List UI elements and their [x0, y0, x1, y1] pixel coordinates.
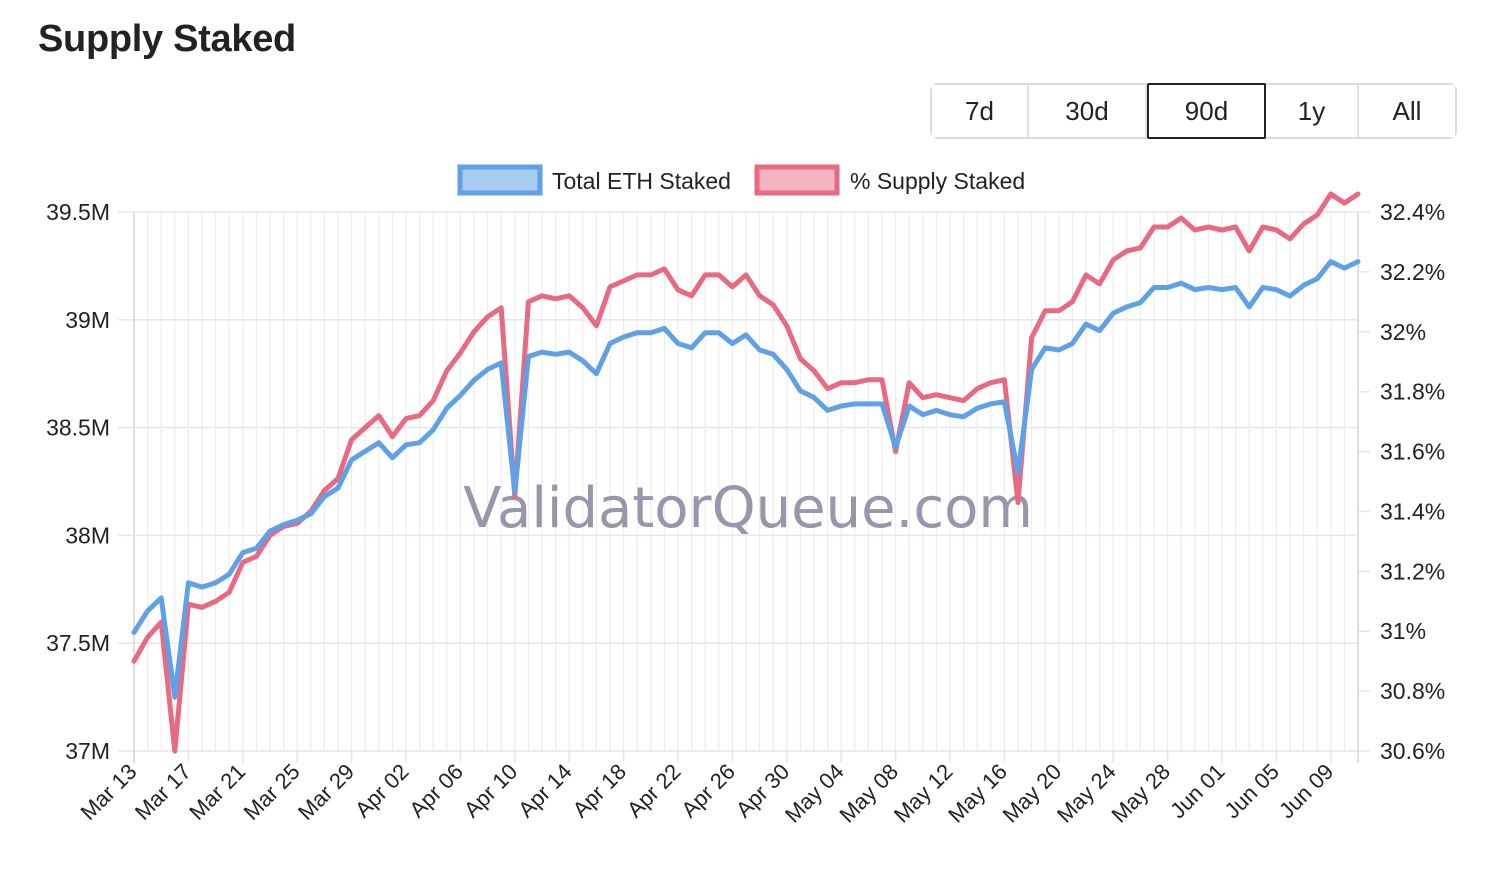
- legend-label-total-eth-staked: Total ETH Staked: [552, 168, 731, 194]
- x-tick-label: Apr 06: [404, 759, 468, 823]
- x-tick-label: Jun 09: [1274, 759, 1338, 823]
- series-line-supply-staked: [131, 191, 1361, 754]
- legend-swatch-supply-staked: [754, 164, 840, 196]
- y-left-tick-label: 37M: [65, 738, 110, 764]
- y-right-tick-label: 31%: [1380, 618, 1426, 644]
- watermark-layer: ValidatorQueue.com: [463, 476, 1033, 541]
- series-line-total-eth-staked: [131, 259, 1361, 700]
- time-range-selector: 7d 30d 90d 1y All: [930, 83, 1457, 139]
- x-tick-label: May 28: [1106, 759, 1175, 828]
- y-right-tick-label: 31.8%: [1380, 379, 1445, 405]
- range-button-7d[interactable]: 7d: [932, 85, 1029, 137]
- y-right-tick-label: 31.6%: [1380, 439, 1445, 465]
- y-right-tick-label: 32%: [1380, 319, 1426, 345]
- y-right-tick-label: 32.4%: [1380, 199, 1445, 225]
- range-button-30d[interactable]: 30d: [1029, 85, 1147, 137]
- watermark: ValidatorQueue.com: [463, 476, 1033, 541]
- x-tick-label: Mar 21: [184, 759, 250, 825]
- y-left-tick-label: 37.5M: [46, 630, 110, 656]
- legend-label-supply-staked: % Supply Staked: [850, 168, 1025, 194]
- y-right-tick-label: 31.4%: [1380, 498, 1445, 524]
- x-tick-label: May 08: [834, 759, 903, 828]
- x-tick-label: May 24: [1052, 759, 1121, 828]
- x-tick-label: May 04: [780, 759, 849, 828]
- y-left-tick-label: 39.5M: [46, 199, 110, 225]
- y-right-tick-label: 31.2%: [1380, 558, 1445, 584]
- x-tick-label: Apr 02: [350, 759, 414, 823]
- x-tick-label: Apr 26: [676, 759, 740, 823]
- legend-item-supply-staked[interactable]: % Supply Staked: [754, 164, 1025, 196]
- x-tick-label: Mar 29: [293, 759, 359, 825]
- y-right-tick-label: 32.2%: [1380, 259, 1445, 285]
- x-tick-label: Mar 13: [75, 759, 141, 825]
- grid: [118, 211, 1370, 763]
- x-tick-label: Apr 14: [513, 759, 577, 823]
- x-tick-label: May 20: [998, 759, 1067, 828]
- x-tick-label: May 16: [943, 759, 1012, 828]
- x-tick-label: Apr 22: [622, 759, 686, 823]
- legend-item-total-eth-staked[interactable]: Total ETH Staked: [457, 164, 731, 196]
- x-tick-label: Jun 01: [1165, 759, 1229, 823]
- y-right-tick-label: 30.6%: [1380, 738, 1445, 764]
- x-tick-label: Mar 17: [130, 759, 196, 825]
- series-layer: [131, 191, 1361, 754]
- page-title: Supply Staked: [38, 18, 296, 60]
- legend: Total ETH Staked % Supply Staked: [457, 164, 1025, 196]
- y-left-tick-label: 39M: [65, 307, 110, 333]
- range-button-all[interactable]: All: [1359, 85, 1455, 137]
- x-tick-label: May 12: [889, 759, 958, 828]
- x-tick-label: Apr 10: [459, 759, 523, 823]
- y-left-tick-label: 38M: [65, 522, 110, 548]
- x-tick-label: Jun 05: [1220, 759, 1284, 823]
- y-left-tick-label: 38.5M: [46, 415, 110, 441]
- x-tick-label: Apr 18: [568, 759, 632, 823]
- range-button-90d[interactable]: 90d: [1147, 83, 1266, 139]
- x-tick-label: Mar 25: [239, 759, 305, 825]
- range-button-1y[interactable]: 1y: [1266, 85, 1359, 137]
- legend-swatch-total-eth-staked: [457, 164, 543, 196]
- y-right-tick-label: 30.8%: [1380, 678, 1445, 704]
